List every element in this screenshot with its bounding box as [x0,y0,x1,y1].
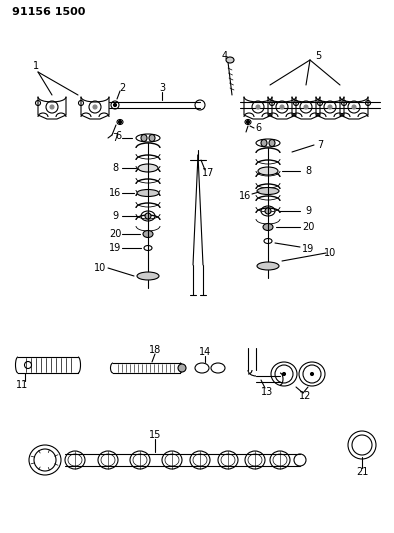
Ellipse shape [226,57,234,63]
Ellipse shape [280,105,284,109]
Text: 20: 20 [302,222,314,232]
Text: 18: 18 [149,345,161,355]
Ellipse shape [141,134,147,141]
Text: 6: 6 [255,123,261,133]
Text: 16: 16 [109,188,121,198]
Text: 14: 14 [199,347,211,357]
Ellipse shape [247,120,249,124]
Ellipse shape [138,164,158,172]
Ellipse shape [269,140,275,147]
Text: 12: 12 [299,391,311,401]
Text: 8: 8 [305,166,311,176]
Text: 10: 10 [324,248,336,258]
Ellipse shape [113,103,117,107]
Text: 17: 17 [202,168,214,178]
Ellipse shape [119,120,121,124]
Text: 2: 2 [119,83,125,93]
Text: 5: 5 [315,51,321,61]
Text: 6: 6 [115,131,121,141]
Text: 11: 11 [16,380,28,390]
Text: 4: 4 [222,51,228,61]
Ellipse shape [256,105,260,109]
Ellipse shape [328,105,332,109]
Ellipse shape [137,190,159,197]
Text: 15: 15 [149,430,161,440]
Text: 19: 19 [302,244,314,254]
Text: 7: 7 [317,140,323,150]
Ellipse shape [258,167,278,175]
Text: 19: 19 [109,243,121,253]
Ellipse shape [149,134,155,141]
Ellipse shape [145,213,151,219]
Ellipse shape [352,105,356,109]
Ellipse shape [50,105,54,109]
Ellipse shape [257,262,279,270]
Ellipse shape [137,272,159,280]
Text: 91156 1500: 91156 1500 [12,7,85,17]
Text: 8: 8 [112,163,118,173]
Text: 9: 9 [305,206,311,216]
Text: 20: 20 [109,229,121,239]
Ellipse shape [265,208,271,214]
Text: 9: 9 [112,211,118,221]
Ellipse shape [257,188,279,195]
Text: 1: 1 [33,61,39,71]
Ellipse shape [178,364,186,372]
Text: 10: 10 [94,263,106,273]
Ellipse shape [263,223,273,230]
Text: 3: 3 [159,83,165,93]
Text: 7: 7 [112,133,118,143]
Ellipse shape [310,373,314,376]
Text: 16: 16 [239,191,251,201]
Ellipse shape [282,373,286,376]
Ellipse shape [93,105,97,109]
Ellipse shape [261,140,267,147]
Text: 21: 21 [356,467,368,477]
Ellipse shape [143,230,153,238]
Ellipse shape [304,105,308,109]
Text: 13: 13 [261,387,273,397]
